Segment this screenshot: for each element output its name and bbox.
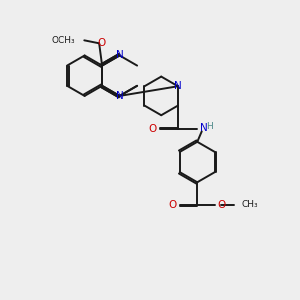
Text: N: N bbox=[116, 50, 124, 61]
Text: N: N bbox=[200, 124, 208, 134]
Text: O: O bbox=[168, 200, 176, 209]
Text: O: O bbox=[148, 124, 157, 134]
Text: O: O bbox=[98, 38, 106, 48]
Text: H: H bbox=[206, 122, 213, 131]
Text: N: N bbox=[116, 91, 124, 101]
Text: OCH₃: OCH₃ bbox=[52, 36, 75, 45]
Text: N: N bbox=[174, 81, 182, 91]
Text: O: O bbox=[218, 200, 226, 209]
Text: CH₃: CH₃ bbox=[241, 200, 258, 209]
